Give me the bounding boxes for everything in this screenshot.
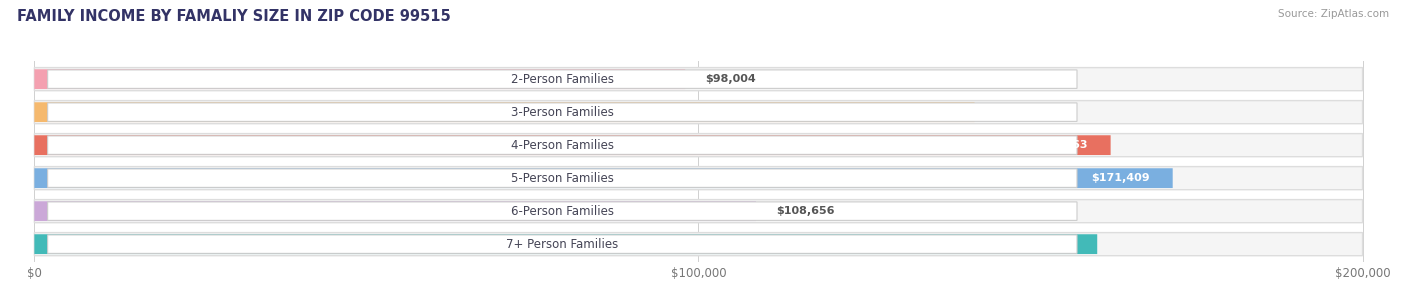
Text: FAMILY INCOME BY FAMALIY SIZE IN ZIP CODE 99515: FAMILY INCOME BY FAMALIY SIZE IN ZIP COD…	[17, 9, 450, 24]
Text: $98,004: $98,004	[706, 74, 756, 84]
FancyBboxPatch shape	[48, 136, 1077, 154]
Text: 7+ Person Families: 7+ Person Families	[506, 238, 619, 251]
Text: Source: ZipAtlas.com: Source: ZipAtlas.com	[1278, 9, 1389, 19]
FancyBboxPatch shape	[48, 70, 1077, 88]
FancyBboxPatch shape	[34, 168, 1173, 188]
FancyBboxPatch shape	[34, 134, 1362, 157]
Text: $141,576: $141,576	[893, 107, 952, 117]
Text: $108,656: $108,656	[776, 206, 834, 216]
Text: 2-Person Families: 2-Person Families	[510, 73, 614, 86]
FancyBboxPatch shape	[34, 101, 1362, 124]
FancyBboxPatch shape	[34, 68, 1362, 91]
FancyBboxPatch shape	[34, 167, 1362, 190]
Text: 3-Person Families: 3-Person Families	[510, 106, 614, 119]
Text: $160,045: $160,045	[1015, 239, 1074, 249]
FancyBboxPatch shape	[34, 234, 1097, 254]
Text: 5-Person Families: 5-Person Families	[510, 172, 614, 185]
FancyBboxPatch shape	[34, 102, 974, 122]
FancyBboxPatch shape	[34, 201, 756, 221]
FancyBboxPatch shape	[34, 69, 685, 89]
Text: $171,409: $171,409	[1091, 173, 1150, 183]
FancyBboxPatch shape	[48, 103, 1077, 121]
FancyBboxPatch shape	[48, 202, 1077, 221]
FancyBboxPatch shape	[34, 233, 1362, 256]
Text: $162,063: $162,063	[1029, 140, 1087, 150]
FancyBboxPatch shape	[34, 199, 1362, 223]
Text: 6-Person Families: 6-Person Families	[510, 205, 614, 218]
FancyBboxPatch shape	[34, 135, 1111, 155]
FancyBboxPatch shape	[48, 235, 1077, 253]
FancyBboxPatch shape	[48, 169, 1077, 187]
Text: 4-Person Families: 4-Person Families	[510, 139, 614, 152]
